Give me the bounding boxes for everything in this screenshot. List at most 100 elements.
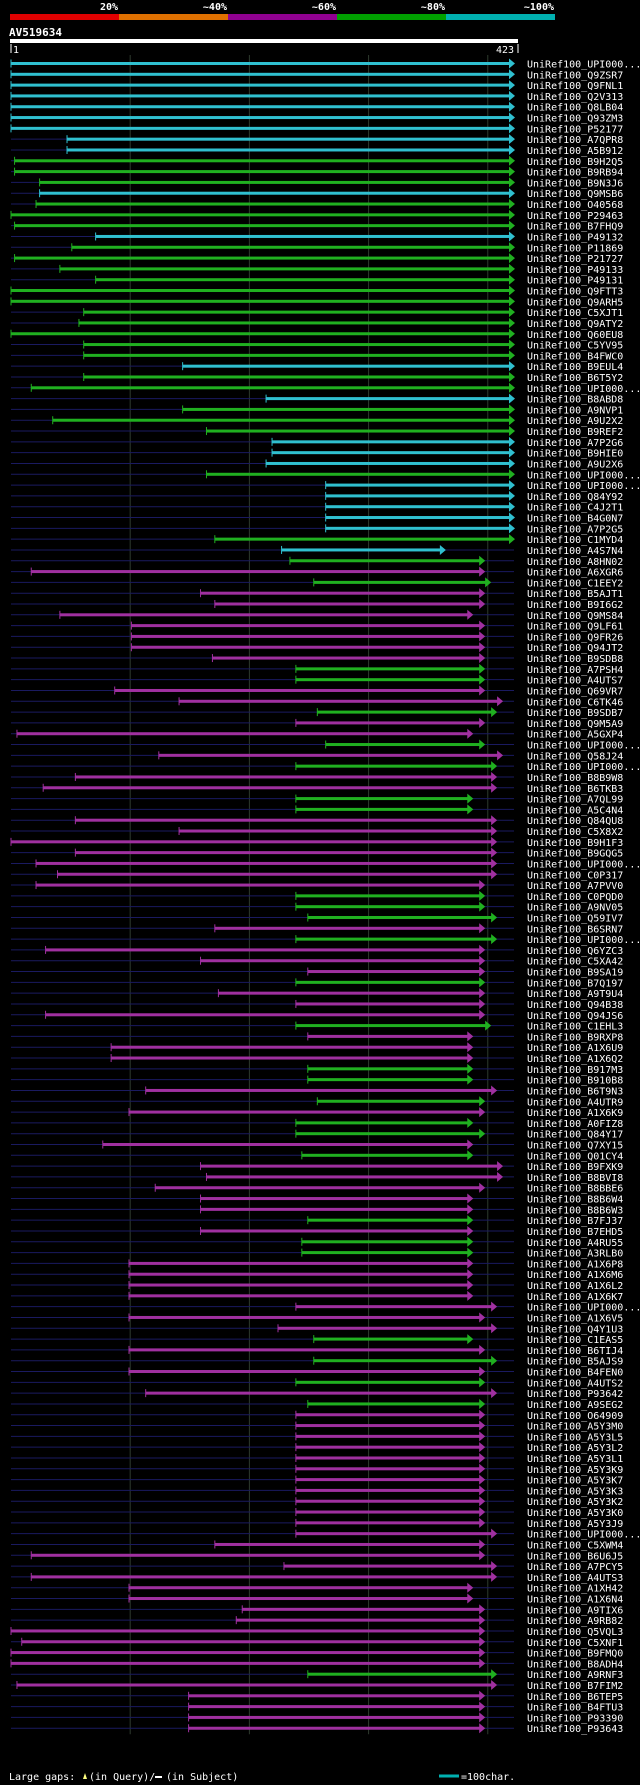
hit-label[interactable]: UniRef100_A9RB82	[527, 1616, 623, 1627]
hit-row[interactable]: UniRef100_A9RNF3	[11, 1669, 623, 1681]
hit-label[interactable]: UniRef100_B7FJ37	[527, 1216, 623, 1227]
hit-label[interactable]: UniRef100_Q9MS84	[527, 611, 623, 622]
hit-row[interactable]: UniRef100_A9U2X6	[11, 458, 623, 470]
hit-row[interactable]: UniRef100_B9GQG5	[11, 847, 623, 860]
hit-row[interactable]: UniRef100_A6XGR6	[11, 566, 623, 579]
hit-row[interactable]: UniRef100_B6T9N3	[11, 1085, 623, 1097]
hit-row[interactable]: UniRef100_B7FJ37	[11, 1215, 623, 1227]
hit-bar[interactable]	[307, 1067, 469, 1071]
hit-bar[interactable]	[11, 1661, 481, 1665]
hit-label[interactable]: UniRef100_UPI000...	[527, 1303, 640, 1314]
hit-bar[interactable]	[200, 591, 481, 595]
hit-row[interactable]: UniRef100_B7FHQ9	[11, 220, 623, 233]
hit-label[interactable]: UniRef100_A1X6P8	[527, 1259, 623, 1270]
hit-label[interactable]: UniRef100_A5Y3K9	[527, 1465, 623, 1476]
hit-row[interactable]: UniRef100_C5YV95	[11, 339, 623, 352]
hit-label[interactable]: UniRef100_B6TIJ4	[527, 1346, 623, 1357]
hit-label[interactable]: UniRef100_B9RB94	[527, 168, 623, 179]
hit-row[interactable]: UniRef100_B9N3J6	[11, 177, 623, 189]
hit-label[interactable]: UniRef100_UPI000...	[527, 470, 640, 481]
hit-row[interactable]: UniRef100_Q5VQL3	[10, 1625, 623, 1638]
hit-label[interactable]: UniRef100_A7P2G6	[527, 438, 623, 449]
hit-row[interactable]: UniRef100_Q2V313	[10, 90, 623, 103]
hit-label[interactable]: UniRef100_A5Y3L2	[527, 1443, 623, 1454]
hit-bar[interactable]	[206, 429, 510, 433]
hit-bar[interactable]	[14, 224, 510, 228]
hit-row[interactable]: UniRef100_P93390	[11, 1712, 623, 1724]
hit-bar[interactable]	[307, 1078, 469, 1082]
hit-bar[interactable]	[39, 191, 511, 195]
hit-row[interactable]: UniRef100_B9SDB8	[11, 653, 623, 665]
hit-label[interactable]: UniRef100_C0PQD0	[527, 892, 623, 903]
hit-label[interactable]: UniRef100_Q4Y1U3	[527, 1324, 623, 1335]
hit-label[interactable]: UniRef100_A7PSH4	[527, 665, 623, 676]
hit-label[interactable]: UniRef100_B7EHD5	[527, 1227, 623, 1238]
hit-bar[interactable]	[307, 1218, 469, 1222]
hit-label[interactable]: UniRef100_Q7XY15	[527, 1141, 623, 1152]
hit-label[interactable]: UniRef100_B9HIE0	[527, 449, 623, 460]
hit-bar[interactable]	[129, 1294, 469, 1298]
hit-row[interactable]: UniRef100_B9I6G2	[11, 599, 623, 611]
hit-row[interactable]: UniRef100_B9RXP8	[11, 1031, 623, 1043]
hit-row[interactable]: UniRef100_O40568	[11, 199, 623, 211]
hit-bar[interactable]	[114, 688, 481, 692]
hit-row[interactable]: UniRef100_Q69VR7	[11, 685, 623, 697]
hit-bar[interactable]	[307, 970, 481, 974]
hit-bar[interactable]	[11, 116, 510, 120]
hit-row[interactable]: UniRef100_B9FXK9	[11, 1161, 623, 1173]
hit-row[interactable]: UniRef100_P49131	[11, 274, 623, 287]
hit-bar[interactable]	[11, 62, 510, 65]
hit-row[interactable]: UniRef100_P29463	[10, 209, 623, 222]
hit-bar[interactable]	[301, 1240, 469, 1244]
hit-label[interactable]: UniRef100_B6SRN7	[527, 924, 623, 935]
hit-bar[interactable]	[102, 1143, 469, 1146]
hit-row[interactable]: UniRef100_UPI000...	[11, 739, 640, 752]
hit-bar[interactable]	[39, 180, 511, 184]
hit-label[interactable]: UniRef100_Q01CY4	[527, 1151, 623, 1162]
hit-label[interactable]: UniRef100_B9I6G2	[527, 600, 623, 611]
hit-bar[interactable]	[313, 580, 487, 584]
hit-bar[interactable]	[45, 948, 481, 952]
hit-bar[interactable]	[307, 1402, 481, 1406]
hit-bar[interactable]	[200, 1207, 469, 1211]
hit-row[interactable]: UniRef100_A9T9U4	[11, 988, 623, 1000]
hit-label[interactable]: UniRef100_Q9FNL1	[527, 81, 623, 92]
hit-bar[interactable]	[52, 418, 510, 422]
hit-label[interactable]: UniRef100_A5Y3K0	[527, 1508, 623, 1519]
hit-row[interactable]: UniRef100_B6U6J5	[11, 1550, 623, 1562]
hit-label[interactable]: UniRef100_Q59IV7	[527, 913, 623, 924]
hit-row[interactable]: UniRef100_C5XWM4	[11, 1539, 623, 1551]
hit-label[interactable]: UniRef100_A1X6K9	[527, 1108, 623, 1119]
hit-bar[interactable]	[295, 1380, 481, 1384]
hit-bar[interactable]	[295, 1002, 481, 1006]
hit-row[interactable]: UniRef100_Q94JS6	[11, 1009, 623, 1022]
hit-label[interactable]: UniRef100_A7P2G5	[527, 524, 623, 535]
hit-row[interactable]: UniRef100_B9H2Q5	[11, 155, 623, 168]
hit-bar[interactable]	[11, 289, 510, 293]
hit-label[interactable]: UniRef100_B5AJT1	[527, 589, 623, 600]
hit-bar[interactable]	[83, 353, 511, 357]
hit-label[interactable]: UniRef100_B9SDB8	[527, 654, 623, 665]
hit-bar[interactable]	[325, 483, 510, 487]
hit-bar[interactable]	[295, 1510, 481, 1514]
hit-row[interactable]: UniRef100_B8BVI8	[11, 1171, 623, 1184]
hit-label[interactable]: UniRef100_B8BBE6	[527, 1184, 623, 1195]
hit-label[interactable]: UniRef100_B4FEN0	[527, 1368, 623, 1379]
hit-label[interactable]: UniRef100_B9FMQ0	[527, 1649, 623, 1660]
hit-row[interactable]: UniRef100_A4UTR9	[11, 1096, 623, 1108]
hit-row[interactable]: UniRef100_A5Y3L5	[11, 1431, 623, 1443]
hit-bar[interactable]	[14, 256, 510, 260]
hit-row[interactable]: UniRef100_A4UTS2	[11, 1377, 623, 1389]
hit-bar[interactable]	[307, 1034, 469, 1038]
hit-bar[interactable]	[295, 797, 469, 801]
hit-row[interactable]: UniRef100_P49133	[11, 263, 623, 276]
hit-bar[interactable]	[131, 624, 481, 628]
hit-row[interactable]: UniRef100_UPI000...	[11, 1528, 640, 1541]
hit-bar[interactable]	[214, 537, 511, 541]
hit-row[interactable]: UniRef100_UPI000...	[11, 934, 640, 946]
hit-label[interactable]: UniRef100_A9NVP1	[527, 405, 623, 416]
hit-label[interactable]: UniRef100_C5XJT1	[527, 308, 623, 319]
hit-label[interactable]: UniRef100_A5Y3K3	[527, 1486, 623, 1497]
hit-row[interactable]: UniRef100_Q9ZSR7	[10, 69, 623, 81]
hit-label[interactable]: UniRef100_A7PVV0	[527, 881, 623, 892]
